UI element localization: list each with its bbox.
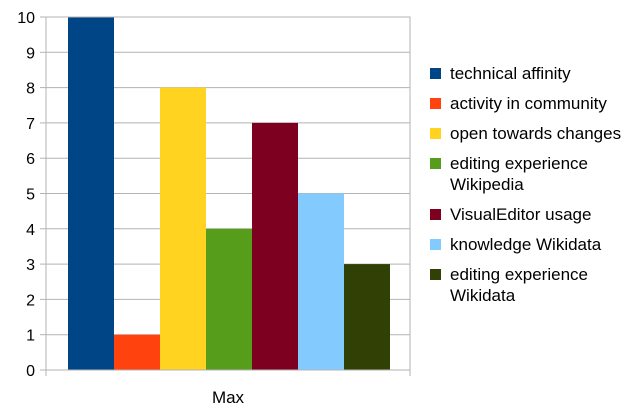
bar-6 bbox=[344, 264, 390, 370]
bars bbox=[68, 17, 390, 371]
legend-item: editing experience Wikipedia bbox=[430, 153, 640, 195]
legend-swatch bbox=[430, 128, 441, 139]
legend-label: activity in community bbox=[450, 94, 607, 113]
y-tick-label: 2 bbox=[26, 292, 35, 309]
bar-0 bbox=[68, 17, 114, 370]
y-tick-label: 6 bbox=[26, 151, 35, 168]
y-tick-label: 9 bbox=[26, 45, 35, 62]
legend-label: open towards changes bbox=[450, 124, 622, 143]
legend-swatch bbox=[430, 68, 441, 79]
y-tick-label: 8 bbox=[26, 81, 35, 98]
legend-item: editing experience Wikidata bbox=[430, 264, 640, 306]
legend-swatch bbox=[430, 98, 441, 109]
legend-item: knowledge Wikidata bbox=[430, 234, 640, 255]
y-tick-label: 5 bbox=[26, 187, 35, 204]
plot-frame bbox=[45, 16, 411, 376]
plot-border bbox=[45, 16, 411, 371]
legend-swatch bbox=[430, 269, 441, 280]
legend-item: activity in community bbox=[430, 93, 640, 114]
legend-label: VisualEditor usage bbox=[450, 205, 592, 224]
y-tick-label: 4 bbox=[26, 222, 35, 239]
legend-label: technical affinity bbox=[450, 64, 571, 83]
bar-1 bbox=[114, 334, 160, 370]
legend: technical affinity activity in community o… bbox=[430, 63, 640, 315]
bar-2 bbox=[160, 87, 206, 370]
legend-item: technical affinity bbox=[430, 63, 640, 84]
legend-swatch bbox=[430, 209, 441, 220]
y-tick-label: 1 bbox=[26, 328, 35, 345]
y-tick-label: 0 bbox=[26, 363, 35, 380]
legend-swatch bbox=[430, 158, 441, 169]
legend-item: VisualEditor usage bbox=[430, 204, 640, 225]
y-tick-label: 3 bbox=[26, 257, 35, 274]
legend-label: editing experience Wikidata bbox=[450, 265, 588, 305]
legend-swatch bbox=[430, 239, 441, 250]
legend-item: open towards changes bbox=[430, 123, 640, 144]
bar-5 bbox=[298, 193, 344, 370]
legend-label: editing experience Wikipedia bbox=[450, 154, 588, 194]
y-tick-label: 7 bbox=[26, 116, 35, 133]
bar-3 bbox=[206, 228, 252, 370]
y-tick-label: 10 bbox=[17, 10, 35, 27]
x-tick-label: Max bbox=[212, 388, 245, 407]
x-axis: Max bbox=[212, 388, 245, 407]
bar-4 bbox=[252, 122, 298, 371]
y-axis: 0 1 2 3 4 5 6 7 8 9 10 bbox=[17, 10, 35, 380]
legend-label: knowledge Wikidata bbox=[450, 235, 602, 254]
